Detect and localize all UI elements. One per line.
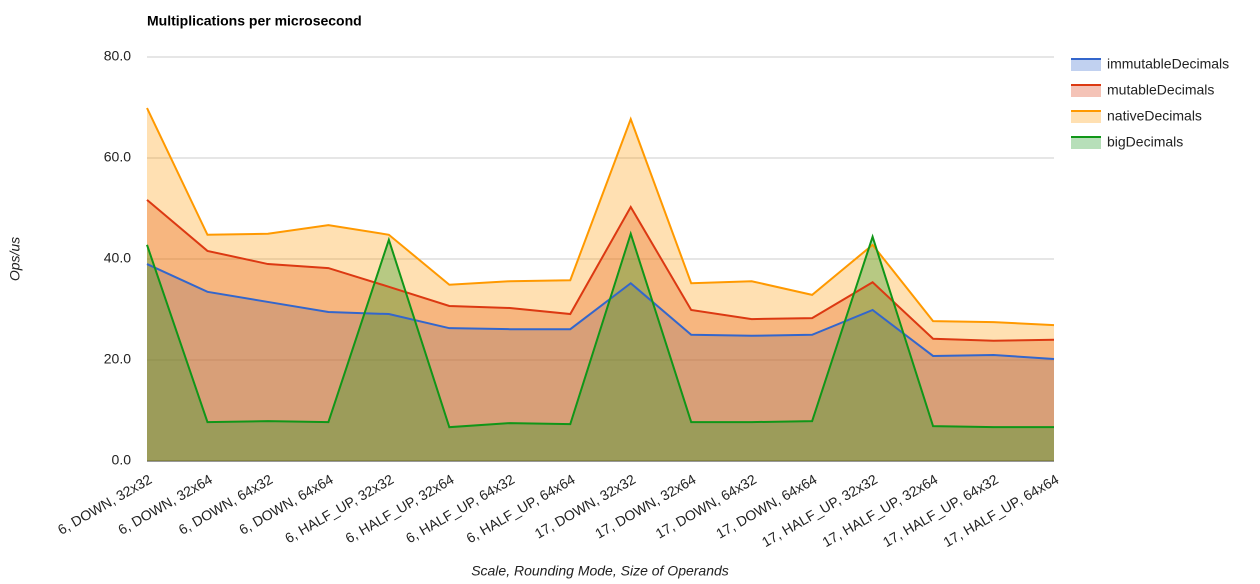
x-tick-label: 6, HALF_UP, 32x64 bbox=[342, 471, 456, 546]
x-tick-label: 17, DOWN, 32x32 bbox=[532, 471, 639, 542]
x-tick-label: 6, HALF_UP, 32x32 bbox=[282, 471, 396, 546]
x-tick-label: 17, DOWN, 32x64 bbox=[592, 471, 699, 542]
legend-label: bigDecimals bbox=[1107, 134, 1183, 150]
x-tick-label: 17, DOWN, 64x32 bbox=[653, 471, 760, 542]
x-tick-label: 6, HALF_UP, 64x32 bbox=[403, 471, 517, 546]
area bbox=[147, 233, 1054, 461]
x-axis-title: Scale, Rounding Mode, Size of Operands bbox=[471, 563, 729, 579]
chart-title: Multiplications per microsecond bbox=[147, 13, 362, 29]
x-tick-label: 17, HALF_UP, 64x64 bbox=[940, 471, 1061, 550]
line bbox=[146, 230, 1054, 429]
legend-swatch bbox=[1071, 137, 1101, 149]
legend-swatch bbox=[1071, 111, 1101, 123]
legend-swatch bbox=[1071, 85, 1101, 97]
area bbox=[147, 264, 1054, 461]
y-tick-label: 60.0 bbox=[104, 149, 131, 165]
y-tick-label: 80.0 bbox=[104, 48, 131, 64]
legend-swatch bbox=[1071, 59, 1101, 71]
line bbox=[146, 107, 1055, 327]
legend-label: immutableDecimals bbox=[1107, 56, 1229, 72]
x-tick-label: 6, HALF_UP, 64x64 bbox=[463, 471, 577, 546]
y-tick-label: 20.0 bbox=[104, 351, 131, 367]
line bbox=[146, 199, 1055, 342]
legend-label: nativeDecimals bbox=[1107, 108, 1202, 124]
legend-label: mutableDecimals bbox=[1107, 82, 1214, 98]
y-axis-title: Ops/us bbox=[7, 237, 23, 281]
y-tick-label: 40.0 bbox=[104, 250, 131, 266]
y-tick-label: 0.0 bbox=[112, 452, 132, 468]
